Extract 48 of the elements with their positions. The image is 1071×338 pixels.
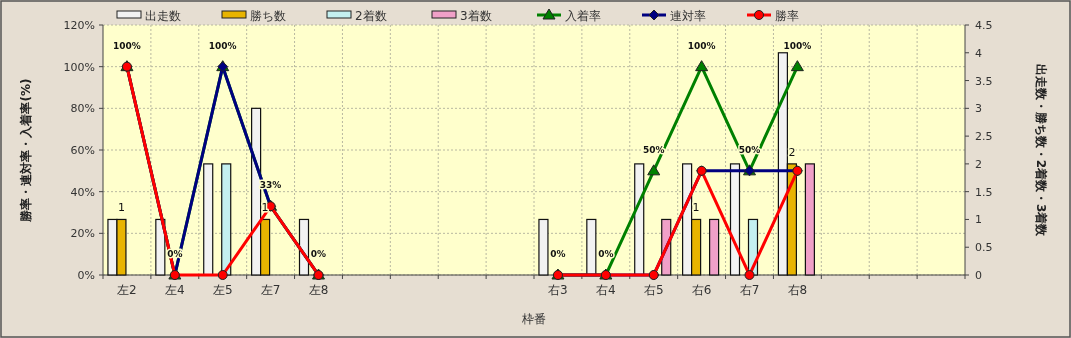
legend-label: 勝ち数 — [250, 9, 286, 23]
y-tick-label: 80% — [70, 102, 95, 116]
legend-label: 連対率 — [670, 9, 706, 23]
data-label: 1 — [117, 201, 125, 215]
y-tick-label: 60% — [70, 144, 95, 157]
y2-tick-label: 3.5 — [975, 74, 993, 88]
x-tick-label: 左5 — [212, 283, 233, 297]
data-label: 100% — [783, 40, 812, 51]
y-tick-label: 120% — [63, 19, 95, 32]
y2-tick-label: 4.5 — [975, 19, 993, 32]
data-label: 100% — [687, 40, 716, 51]
x-tick-label: 左4 — [165, 283, 185, 297]
y2-tick-label: 3 — [975, 102, 982, 116]
y-tick-label: 20% — [70, 227, 95, 241]
x-tick-label: 右3 — [548, 283, 568, 297]
x-tick-label: 右8 — [787, 283, 808, 297]
legend-label: 出走数 — [145, 9, 181, 23]
y2-axis-title: 出走数・勝ち数・2着数・3着数 — [1034, 63, 1048, 238]
x-tick-label: 右7 — [739, 283, 760, 297]
y2-tick-label: 1 — [975, 213, 982, 227]
legend-label: 入着率 — [565, 9, 601, 23]
data-label: 0% — [550, 249, 566, 259]
y2-tick-label: 0 — [975, 269, 982, 282]
x-tick-label: 右4 — [596, 283, 616, 297]
data-label: 0% — [310, 249, 327, 259]
data-label: 0% — [598, 249, 614, 259]
legend-label: 勝率 — [775, 9, 799, 23]
y2-tick-label: 1.5 — [975, 185, 993, 199]
legend-label: 2着数 — [355, 9, 387, 23]
data-label: 2 — [788, 145, 796, 159]
data-label: 1 — [692, 201, 700, 215]
y2-tick-label: 4 — [975, 46, 982, 60]
y-axis-title: 勝率・連対率・入着率(%) — [19, 78, 33, 223]
y2-tick-label: 2 — [975, 157, 982, 171]
x-tick-label: 右5 — [643, 283, 664, 297]
x-tick-label: 左8 — [308, 283, 329, 297]
legend-label: 3着数 — [460, 9, 492, 23]
y2-tick-label: 2.5 — [975, 130, 993, 144]
data-label: 100% — [208, 40, 237, 51]
x-tick-label: 左7 — [260, 283, 281, 297]
x-axis-title: 枠番 — [521, 312, 546, 326]
y-tick-label: 40% — [70, 185, 95, 199]
y-tick-label: 0% — [77, 269, 95, 282]
data-label: 100% — [113, 40, 141, 51]
y-tick-label: 100% — [63, 60, 95, 74]
y2-tick-label: 0.5 — [975, 241, 993, 255]
x-tick-label: 右6 — [691, 283, 712, 297]
x-tick-label: 左2 — [117, 283, 137, 297]
